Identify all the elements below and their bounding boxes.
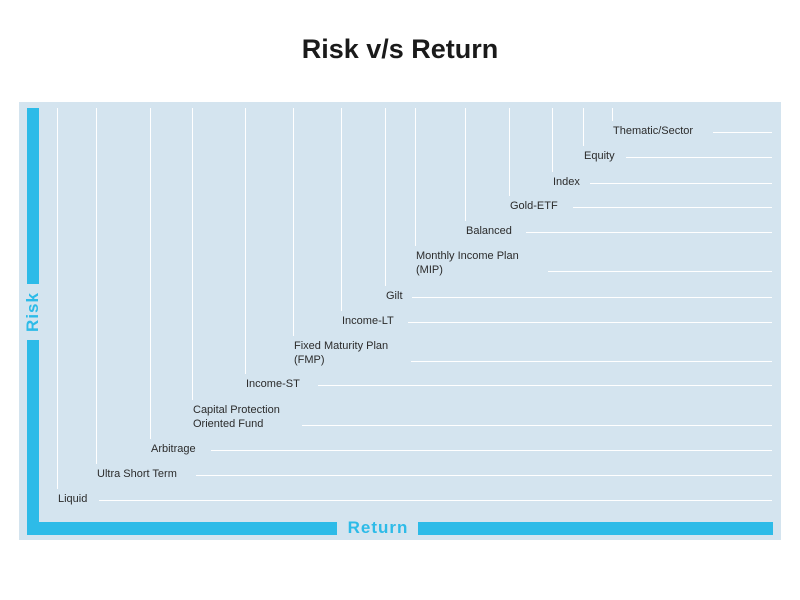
category-label-line: Ultra Short Term: [97, 468, 177, 480]
category-label: Gilt: [386, 289, 403, 303]
category-label-line: Thematic/Sector: [613, 125, 694, 137]
category-label-line: Income-ST: [246, 378, 300, 390]
category-label-line: Equity: [584, 150, 615, 162]
staircase-vertical-line: [552, 108, 553, 172]
category-label: Fixed Maturity Plan (FMP): [294, 339, 388, 367]
risk-axis-bar-lower: [27, 340, 39, 535]
staircase-vertical-line: [341, 108, 342, 311]
staircase-vertical-line: [465, 108, 466, 221]
risk-axis-bar-upper: [27, 108, 39, 284]
category-label: Balanced: [466, 224, 512, 238]
return-axis-bar-left: [27, 522, 337, 535]
diagram-panel: [19, 102, 781, 540]
staircase-vertical-line: [583, 108, 584, 146]
staircase-vertical-line: [509, 108, 510, 196]
staircase-vertical-line: [245, 108, 246, 374]
category-label-line: Gold-ETF: [510, 200, 558, 212]
staircase-horizontal-line: [590, 183, 772, 184]
category-label-line: Gilt: [386, 290, 403, 302]
category-label-line: Liquid: [58, 493, 88, 505]
category-label: Arbitrage: [151, 442, 196, 456]
category-label-line: Oriented Fund: [193, 418, 264, 430]
staircase-vertical-line: [385, 108, 386, 286]
return-axis-bar-right: [418, 522, 773, 535]
category-label: Monthly Income Plan (MIP): [416, 249, 519, 277]
staircase-vertical-line: [192, 108, 193, 400]
category-label-line: Arbitrage: [151, 443, 196, 455]
category-label: Income-LT: [342, 314, 394, 328]
category-label-line: Balanced: [466, 225, 512, 237]
staircase-vertical-line: [150, 108, 151, 439]
staircase-horizontal-line: [211, 450, 772, 451]
category-label: Gold-ETF: [510, 199, 558, 213]
staircase-vertical-line: [96, 108, 97, 464]
staircase-horizontal-line: [408, 322, 772, 323]
category-label: Income-ST: [246, 377, 300, 391]
staircase-horizontal-line: [196, 475, 772, 476]
risk-axis-label: Risk: [23, 292, 42, 332]
staircase-vertical-line: [57, 108, 58, 489]
category-label: Index: [553, 175, 580, 189]
category-label-line: (FMP): [294, 354, 325, 366]
category-label-line: Index: [553, 176, 580, 188]
category-label: Equity: [584, 149, 615, 163]
category-label-line: Fixed Maturity Plan: [294, 340, 389, 352]
category-label: Capital Protection Oriented Fund: [193, 403, 280, 431]
category-label-line: Capital Protection: [193, 404, 280, 416]
staircase-horizontal-line: [573, 207, 772, 208]
category-label: Liquid: [58, 492, 87, 506]
staircase-horizontal-line: [548, 271, 772, 272]
diagram-title: Risk v/s Return: [301, 34, 499, 64]
staircase-horizontal-line: [626, 157, 772, 158]
staircase-vertical-line: [612, 108, 613, 121]
category-label: Ultra Short Term: [97, 467, 177, 481]
staircase-horizontal-line: [411, 361, 772, 362]
staircase-horizontal-line: [526, 232, 772, 233]
staircase-horizontal-line: [318, 385, 772, 386]
staircase-horizontal-line: [412, 297, 772, 298]
category-label-line: Monthly Income Plan: [416, 250, 519, 262]
staircase-vertical-line: [415, 108, 416, 246]
staircase-vertical-line: [293, 108, 294, 336]
category-label-line: Income-LT: [342, 315, 394, 327]
staircase-horizontal-line: [713, 132, 772, 133]
category-label: Thematic/Sector: [613, 124, 693, 138]
category-label-line: (MIP): [416, 264, 443, 276]
return-axis-label: Return: [347, 518, 409, 537]
staircase-horizontal-line: [302, 425, 772, 426]
staircase-horizontal-line: [99, 500, 772, 501]
